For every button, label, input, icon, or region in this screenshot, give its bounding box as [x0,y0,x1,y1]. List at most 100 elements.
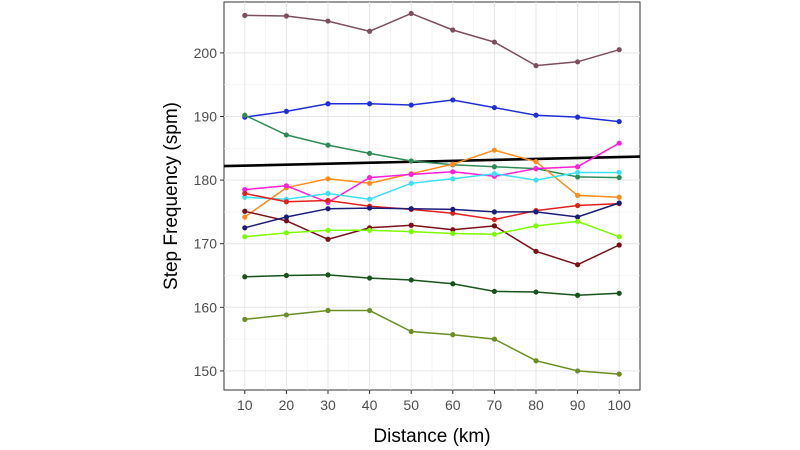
x-tick-label: 60 [445,397,461,413]
data-point [367,174,373,181]
data-point [242,225,248,231]
x-tick-label: 70 [487,397,503,413]
data-point [242,194,248,200]
data-point [408,229,414,235]
data-point [575,262,581,268]
data-point [408,328,414,335]
data-point [242,316,248,322]
x-tick-label: 100 [608,397,632,413]
data-point [533,358,539,364]
axis-ticks: 10 20 30 40 50 60 70 80 90 100 150 160 170 180 190 200 [194,45,631,413]
x-axis-title: Distance (km) [373,426,490,447]
data-point [367,307,373,314]
data-point [450,281,456,287]
data-point [283,312,289,318]
x-tick-label: 90 [570,397,586,413]
data-point [325,101,331,107]
data-point [533,159,539,165]
data-point [242,187,248,193]
data-point [242,274,248,280]
data-point [450,97,456,103]
data-point [575,59,581,65]
series-line [244,274,620,296]
data-point [325,236,331,242]
data-point [450,332,456,338]
data-point [367,28,373,34]
series-5 [242,140,622,205]
y-axis-title: Step Frequency (spm) [161,102,182,290]
data-point [616,371,622,377]
data-point [575,214,581,220]
data-point [367,196,373,202]
x-tick-label: 40 [362,397,378,413]
series-6 [242,169,622,202]
data-point [283,230,289,236]
y-tick-label: 150 [194,363,218,379]
data-point [408,171,414,177]
data-point [408,10,414,17]
series-line [244,99,620,123]
data-point [533,223,539,229]
series-2 [242,97,622,125]
series-line [244,114,620,179]
data-point [575,368,581,374]
data-point [242,214,248,220]
data-point [491,104,497,111]
data-point [575,114,581,120]
series-1 [242,10,622,69]
data-point [616,174,622,181]
y-tick-label: 190 [194,108,218,124]
data-point [491,164,497,170]
data-point [325,307,331,314]
data-point [283,108,289,115]
data-point [575,192,581,198]
data-point [491,223,497,229]
trend-line-layer [223,155,641,168]
data-point [450,230,456,237]
data-point [242,208,248,214]
series-line [244,171,620,200]
x-tick-label: 20 [279,397,295,413]
data-point [325,197,331,204]
data-point [616,234,622,240]
y-tick-label: 200 [194,45,218,61]
data-point [575,164,581,170]
data-point [325,272,331,278]
data-point [325,227,331,233]
data-point [616,169,622,176]
data-point [242,12,248,18]
series-9 [242,200,622,231]
data-point [575,174,581,180]
data-point [325,176,331,182]
series-11 [242,272,622,298]
data-point [283,214,289,220]
data-point [533,248,539,254]
data-point [575,202,581,209]
data-point [616,242,622,248]
data-point [408,206,414,212]
x-tick-label: 10 [237,397,253,413]
data-point [367,227,373,233]
data-point [450,210,456,216]
data-point [491,336,497,342]
series-line [244,309,620,375]
data-point [450,206,456,212]
data-point [533,289,539,295]
series-line [244,210,620,266]
x-tick-label: 30 [320,397,336,413]
data-point [533,112,539,118]
data-point [616,118,622,125]
data-point [367,275,373,281]
data-point [450,169,456,175]
series-line [244,202,620,229]
data-point [575,169,581,176]
data-point [325,206,331,212]
data-point [283,132,289,138]
data-point [367,205,373,211]
data-point [491,216,497,223]
data-point [533,177,539,183]
data-point [575,218,581,225]
data-point [616,47,622,53]
series-line [244,220,620,238]
